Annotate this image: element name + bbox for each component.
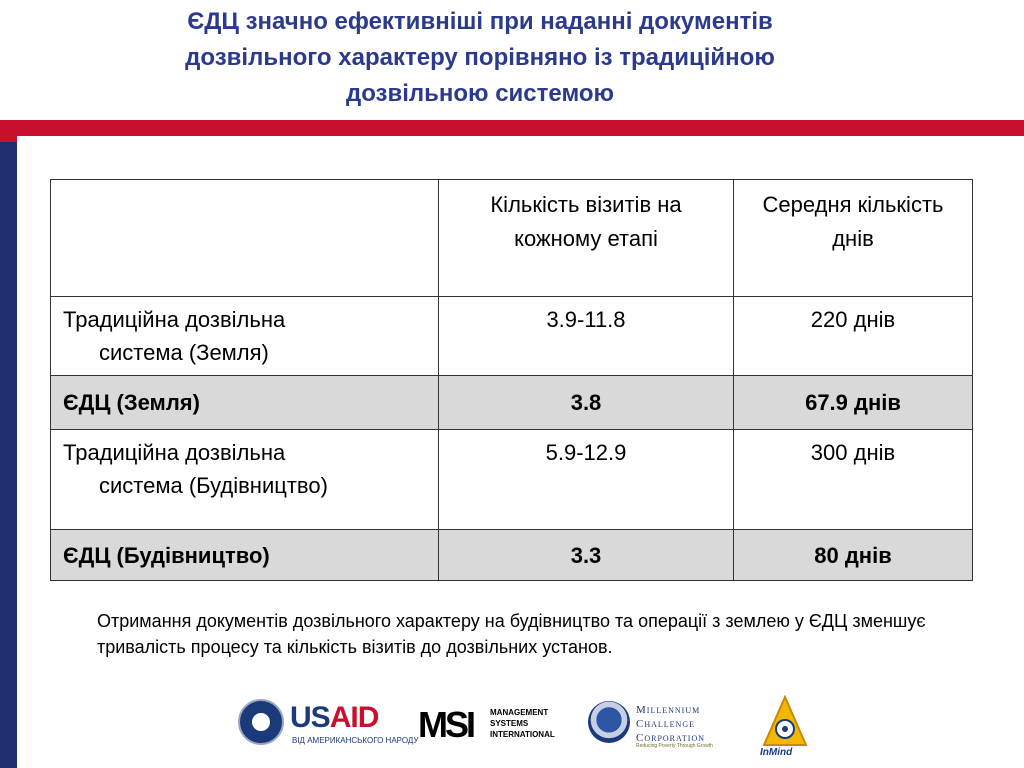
- row-label-line-2: система (Будівництво): [99, 473, 328, 498]
- row-label-line-2: система (Земля): [99, 340, 269, 365]
- row-label: ЄДЦ (Будівництво): [50, 529, 439, 581]
- mcc-name: Millennium Challenge Corporation: [636, 704, 706, 744]
- row-label-line-1: ЄДЦ (Земля): [63, 390, 200, 415]
- header-visits: Кількість візитів на кожному етапі: [438, 179, 734, 297]
- usaid-subtitle: ВІД АМЕРИКАНСЬКОГО НАРОДУ: [292, 736, 419, 745]
- msi-logo: MSI MANAGEMENT SYSTEMS INTERNATIONAL: [418, 705, 568, 745]
- usaid-aid: AID: [329, 701, 380, 734]
- slide-title: ЄДЦ значно ефективніші при наданні докум…: [60, 4, 900, 112]
- table-header-row: Кількість візитів на кожному етапі Серед…: [50, 179, 973, 297]
- header-corner-cell: [50, 179, 439, 297]
- row-visits: 3.8: [438, 375, 734, 430]
- usaid-wordmark: USAID: [290, 701, 380, 735]
- table-row: Традиційна дозвільна система (Земля) 3.9…: [50, 296, 973, 376]
- partner-logos: USAID ВІД АМЕРИКАНСЬКОГО НАРОДУ MSI MANA…: [230, 695, 830, 765]
- title-line-2: дозвільного характеру порівняно із тради…: [185, 44, 775, 71]
- row-days: 80 днів: [733, 529, 973, 581]
- summary-note: Отримання документів дозвільного характе…: [97, 611, 926, 657]
- row-days: 300 днів: [733, 429, 973, 530]
- row-days: 67.9 днів: [733, 375, 973, 430]
- row-label: Традиційна дозвільна система (Будівництв…: [50, 429, 439, 530]
- row-visits: 3.3: [438, 529, 734, 581]
- table-row: Традиційна дозвільна система (Будівництв…: [50, 429, 973, 530]
- msi-mark: MSI: [418, 704, 476, 745]
- left-blue-stripe: [0, 136, 17, 768]
- usaid-logo: USAID ВІД АМЕРИКАНСЬКОГО НАРОДУ: [238, 699, 418, 751]
- header-visits-line-2: кожному етапі: [514, 226, 658, 251]
- header-days-line-2: днів: [832, 226, 874, 251]
- inmind-label: InMind: [760, 747, 793, 758]
- header-days: Середня кількість днів: [733, 179, 973, 297]
- inmind-logo: InMind: [754, 695, 814, 761]
- table-row-highlight: ЄДЦ (Земля) 3.8 67.9 днів: [50, 375, 973, 430]
- row-days: 220 днів: [733, 296, 973, 376]
- row-label-line-1: Традиційна дозвільна: [63, 307, 286, 332]
- row-label: ЄДЦ (Земля): [50, 375, 439, 430]
- header-days-line-1: Середня кількість: [762, 192, 944, 217]
- comparison-table: Кількість візитів на кожному етапі Серед…: [50, 179, 973, 581]
- table-row-highlight: ЄДЦ (Будівництво) 3.3 80 днів: [50, 529, 973, 581]
- row-label-line-1: Традиційна дозвільна: [63, 440, 286, 465]
- row-visits: 5.9-12.9: [438, 429, 734, 530]
- msi-text: MANAGEMENT SYSTEMS INTERNATIONAL: [490, 708, 555, 739]
- top-red-stripe: [0, 120, 1024, 136]
- inmind-triangle-icon: [762, 695, 808, 746]
- row-visits: 3.9-11.8: [438, 296, 734, 376]
- usaid-us: US: [290, 701, 331, 734]
- header-visits-line-1: Кількість візитів на: [490, 192, 682, 217]
- title-line-1: ЄДЦ значно ефективніші при наданні докум…: [187, 8, 773, 35]
- mcc-tagline: Reducing Poverty Through Growth: [636, 743, 713, 749]
- mcc-globe-icon: [588, 701, 630, 743]
- mcc-logo: Millennium Challenge Corporation Reducin…: [588, 699, 738, 751]
- usaid-seal-icon: [238, 699, 284, 745]
- row-label-line-1: ЄДЦ (Будівництво): [63, 542, 270, 568]
- title-line-3: дозвільною системою: [345, 80, 615, 107]
- row-label: Традиційна дозвільна система (Земля): [50, 296, 439, 376]
